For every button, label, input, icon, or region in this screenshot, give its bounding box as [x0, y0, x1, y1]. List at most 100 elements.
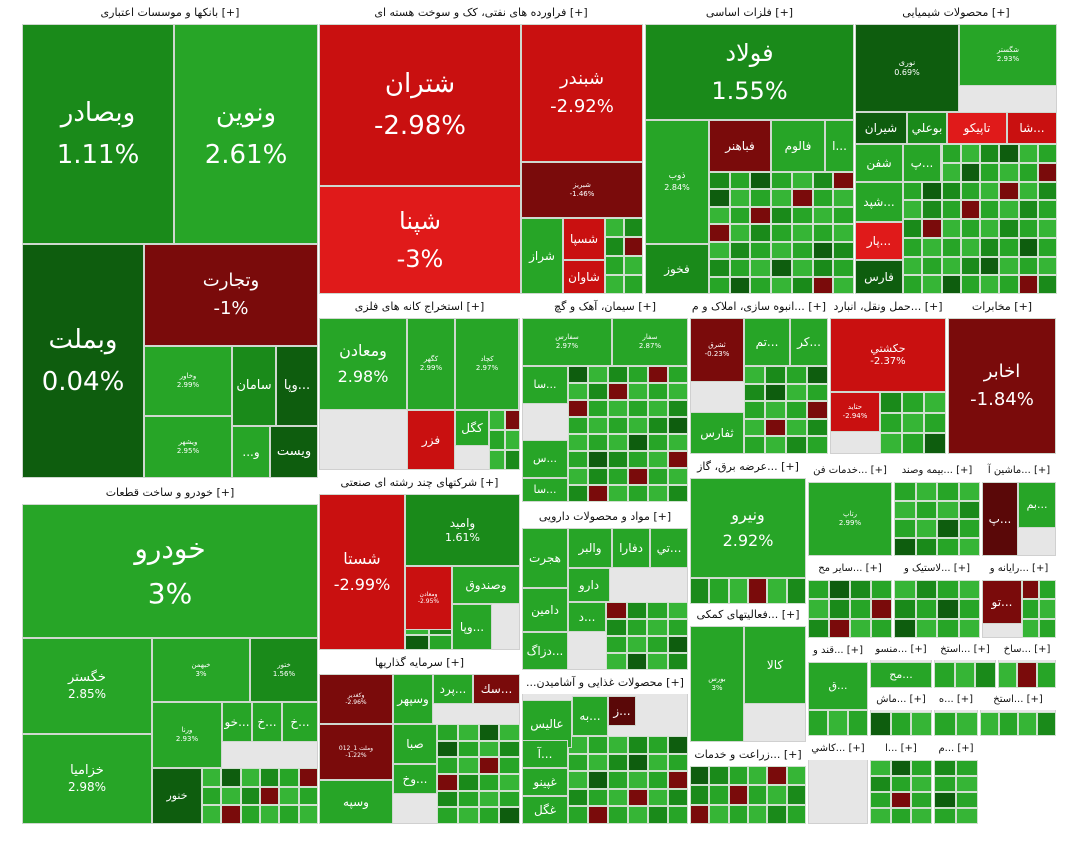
- sector-title[interactable]: [+] ...ساخ: [998, 640, 1056, 660]
- stock-tile[interactable]: ...تم: [744, 318, 790, 366]
- sector-title[interactable]: [+] محصولات غذایی و آشامیدن...: [522, 672, 688, 694]
- sector-title[interactable]: [+] ...لاستیک و: [894, 558, 980, 580]
- stock-tile[interactable]: شبریز -1.46%: [521, 162, 643, 218]
- stock-tile[interactable]: ...شا: [1007, 112, 1057, 144]
- stock-tile[interactable]: صبا: [393, 724, 437, 764]
- stock-tile[interactable]: ...خ: [282, 702, 318, 742]
- stock-tile[interactable]: ونیرو 2.92%: [690, 478, 806, 578]
- stock-tile[interactable]: ...پ: [903, 144, 941, 182]
- stock-tile[interactable]: ...خو: [222, 702, 252, 742]
- stock-tile[interactable]: فولاد 1.55%: [645, 24, 854, 120]
- stock-tile[interactable]: ذوب 2.84%: [645, 120, 709, 244]
- sector-title[interactable]: [+] ...قند و: [808, 640, 868, 662]
- stock-tile[interactable]: وکغدیر -2.96%: [319, 674, 393, 724]
- stock-tile[interactable]: شپنا -3%: [319, 186, 521, 294]
- stock-tile[interactable]: ...وپا: [452, 604, 492, 650]
- stock-tile[interactable]: ونوین 2.61%: [174, 24, 318, 244]
- stock-tile[interactable]: فزر: [407, 410, 455, 470]
- sector-title[interactable]: [+] محصولات شیمیایی: [855, 2, 1057, 24]
- stock-tile[interactable]: هجرت: [522, 528, 568, 588]
- sector-title[interactable]: [+] ...عرضه برق، گاز: [690, 456, 806, 478]
- sector-title[interactable]: [+] ...سایر مح: [808, 558, 892, 580]
- stock-tile[interactable]: سفارس 2.97%: [522, 318, 612, 366]
- stock-tile[interactable]: فارس: [855, 260, 903, 294]
- sector-title[interactable]: [+] ...كاشي: [808, 738, 868, 760]
- sector-title[interactable]: [+] ...منسو: [870, 640, 932, 660]
- stock-tile[interactable]: وامید 1.61%: [405, 494, 520, 566]
- stock-tile[interactable]: شتران -2.98%: [319, 24, 521, 186]
- stock-tile[interactable]: دارو: [568, 568, 610, 602]
- stock-tile[interactable]: دامین: [522, 588, 568, 632]
- sector-title[interactable]: [+] ...رایانه و: [982, 558, 1056, 580]
- stock-tile[interactable]: ...وپا: [276, 346, 318, 426]
- stock-tile[interactable]: ...ز: [608, 696, 636, 726]
- sector-title[interactable]: [+] ...استخ: [934, 640, 996, 660]
- stock-tile[interactable]: خنور: [152, 768, 202, 824]
- stock-tile[interactable]: ...کر: [790, 318, 828, 366]
- sector-title[interactable]: [+] سرمایه گذاریها: [319, 652, 520, 674]
- sector-title[interactable]: [+] بانکها و موسسات اعتباری: [22, 2, 318, 24]
- sector-title[interactable]: [+] ...فعالیتهای کمکی: [690, 604, 806, 626]
- sector-title[interactable]: [+] مواد و محصولات دارویی: [522, 506, 688, 528]
- stock-tile[interactable]: دفارا: [612, 528, 650, 568]
- stock-tile[interactable]: ...س: [522, 440, 568, 478]
- stock-tile[interactable]: ثشرق -0.23%: [690, 318, 744, 382]
- stock-tile[interactable]: شبندر -2.92%: [521, 24, 643, 162]
- stock-tile[interactable]: وسپهر: [393, 674, 433, 724]
- sector-title[interactable]: [+] ...ه: [934, 690, 978, 710]
- stock-tile[interactable]: وصندوق: [452, 566, 520, 604]
- stock-tile[interactable]: وسپه: [319, 780, 393, 824]
- stock-tile[interactable]: غپینو: [522, 768, 568, 796]
- sector-title[interactable]: [+] ...زراعت و خدمات: [690, 744, 806, 766]
- stock-tile[interactable]: ویشهر 2.95%: [144, 416, 232, 478]
- stock-tile[interactable]: کالا: [744, 626, 806, 704]
- stock-tile[interactable]: ...دزاگ: [522, 632, 568, 670]
- stock-tile[interactable]: وخاور 2.99%: [144, 346, 232, 416]
- stock-tile[interactable]: شاوان: [563, 260, 605, 294]
- stock-tile[interactable]: ...د: [568, 602, 606, 632]
- stock-tile[interactable]: ورنا 2.93%: [152, 702, 222, 768]
- stock-tile[interactable]: کچاد 2.97%: [455, 318, 519, 410]
- stock-tile[interactable]: ...پ: [982, 482, 1018, 556]
- stock-tile[interactable]: والبر: [568, 528, 612, 568]
- sector-title[interactable]: [+] ...انبوه سازی، املاک و م: [690, 296, 828, 318]
- stock-tile[interactable]: سفار 2.87%: [612, 318, 688, 366]
- stock-tile[interactable]: شراز: [521, 218, 563, 294]
- stock-tile[interactable]: ومعادن 2.98%: [319, 318, 407, 410]
- sector-title[interactable]: [+] شرکتهای چند رشته ای صنعتی: [319, 472, 520, 494]
- stock-tile[interactable]: و...: [232, 426, 270, 478]
- sector-title[interactable]: [+] ...ماشین آ: [982, 460, 1056, 482]
- stock-tile[interactable]: ...مح: [870, 662, 932, 688]
- sector-title[interactable]: [+] ...ا: [870, 738, 932, 760]
- stock-tile[interactable]: تاپیکو: [947, 112, 1007, 144]
- stock-tile[interactable]: کگل: [455, 410, 489, 446]
- sector-title[interactable]: [+] ...ماش: [870, 690, 932, 710]
- stock-tile[interactable]: خبهمن 3%: [152, 638, 250, 702]
- stock-tile[interactable]: خزامیا 2.98%: [22, 734, 152, 824]
- stock-tile[interactable]: حتاید -2.94%: [830, 392, 880, 432]
- stock-tile[interactable]: بورس 3%: [690, 626, 744, 742]
- stock-tile[interactable]: ختور 1.56%: [250, 638, 318, 702]
- stock-tile[interactable]: شسپا: [563, 218, 605, 260]
- sector-title[interactable]: [+] ...بیمه وصند: [894, 460, 980, 482]
- stock-tile[interactable]: ...شپد: [855, 182, 903, 222]
- stock-tile[interactable]: ...آ: [522, 740, 568, 768]
- sector-title[interactable]: [+] ...حمل ونقل، انبارد: [830, 296, 946, 318]
- stock-tile[interactable]: ...وخ: [393, 764, 437, 794]
- stock-tile[interactable]: کگهر 2.99%: [407, 318, 455, 410]
- sector-title[interactable]: [+] فلزات اساسی: [645, 2, 854, 24]
- stock-tile[interactable]: ثفارس: [690, 412, 744, 454]
- stock-tile[interactable]: شفن: [855, 144, 903, 182]
- stock-tile[interactable]: شیران: [855, 112, 907, 144]
- stock-tile[interactable]: فخوز: [645, 244, 709, 294]
- stock-tile[interactable]: ...سا: [522, 478, 568, 502]
- stock-tile[interactable]: ...تي: [650, 528, 688, 568]
- stock-tile[interactable]: ...بم: [1018, 482, 1056, 528]
- stock-tile[interactable]: وبملت 0.04%: [22, 244, 144, 478]
- sector-title[interactable]: [+] فراورده های نفتی، کک و سوخت هسته ای: [319, 2, 643, 24]
- stock-tile[interactable]: ومعادن -2.95%: [405, 566, 452, 630]
- stock-tile[interactable]: شگستر 2.93%: [959, 24, 1057, 86]
- sector-title[interactable]: [+] ...استخ: [980, 690, 1056, 710]
- stock-tile[interactable]: خگستر 2.85%: [22, 638, 152, 734]
- sector-title[interactable]: [+] استخراج کانه های فلزی: [319, 296, 520, 318]
